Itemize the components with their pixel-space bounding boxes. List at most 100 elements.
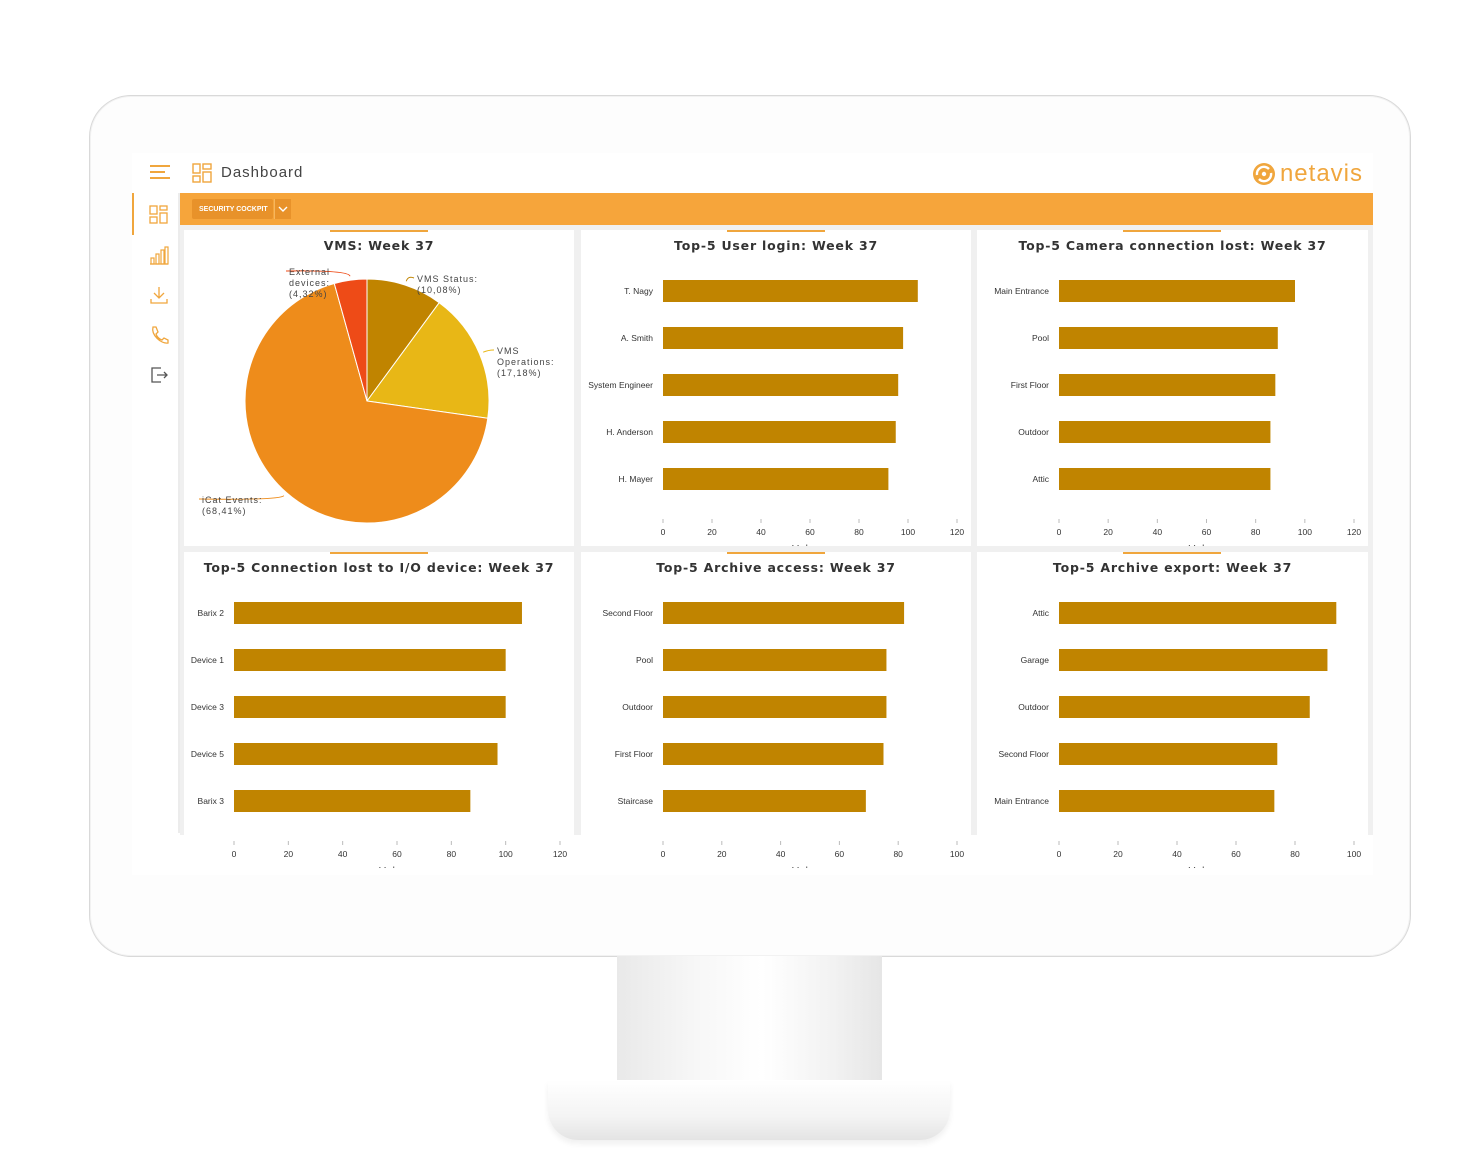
chart-panel-camera-lost: Top-5 Camera connection lost: Week 37 Ma… bbox=[977, 230, 1368, 555]
tick-label: 40 bbox=[776, 849, 786, 859]
bar[interactable] bbox=[1059, 790, 1275, 812]
pie-slice[interactable] bbox=[366, 278, 440, 403]
pie-label: External devices: (4,32%) bbox=[289, 267, 330, 299]
tick-label: 80 bbox=[1290, 849, 1300, 859]
pie-label-line: (17,18%) bbox=[497, 368, 542, 378]
logout-icon[interactable] bbox=[148, 364, 170, 386]
logo-text: netavis bbox=[1279, 160, 1363, 187]
tick-label: 0 bbox=[1057, 527, 1062, 537]
category-label: Garage bbox=[1021, 655, 1050, 665]
chart-panel-archive-export: Top-5 Archive export: Week 37 Attic Garag… bbox=[977, 552, 1368, 877]
panel-accent bbox=[727, 230, 825, 232]
bar[interactable] bbox=[663, 421, 896, 443]
bar[interactable] bbox=[234, 743, 498, 765]
bar[interactable] bbox=[1059, 421, 1271, 443]
dashboard-icon bbox=[192, 163, 212, 183]
pie-connector bbox=[198, 495, 285, 500]
bar[interactable] bbox=[663, 602, 905, 624]
screen: Dashboard netavis bbox=[132, 153, 1373, 877]
chart-panel-io-device: Top-5 Connection lost to I/O device: Wee… bbox=[184, 552, 574, 877]
bar[interactable] bbox=[1059, 280, 1295, 302]
bar[interactable] bbox=[1059, 602, 1337, 624]
pie-label-line: devices: bbox=[289, 278, 330, 288]
pie-label-line: iCat Events: bbox=[202, 495, 263, 505]
bar[interactable] bbox=[663, 327, 904, 349]
pie-label: VMS Operations: (17,18%) bbox=[497, 346, 555, 378]
netavis-logo: netavis bbox=[1252, 160, 1363, 188]
download-icon[interactable] bbox=[148, 284, 170, 306]
tick-label: 0 bbox=[232, 849, 237, 859]
category-label: Device 5 bbox=[191, 749, 224, 759]
bar[interactable] bbox=[1059, 743, 1278, 765]
bar[interactable] bbox=[1059, 327, 1278, 349]
tick-label: 100 bbox=[1298, 527, 1312, 537]
pie-label-line: External bbox=[289, 267, 330, 277]
tick-label: 40 bbox=[756, 527, 766, 537]
tick-label: 80 bbox=[447, 849, 457, 859]
bar[interactable] bbox=[663, 790, 866, 812]
category-label: Pool bbox=[1032, 333, 1049, 343]
bar[interactable] bbox=[663, 374, 899, 396]
chart-panel-archive-access: Top-5 Archive access: Week 37 Second Flo… bbox=[581, 552, 971, 877]
pie-label-line: (4,32%) bbox=[289, 289, 328, 299]
tick-label: 80 bbox=[854, 527, 864, 537]
tick-label: 60 bbox=[1231, 849, 1241, 859]
bar[interactable] bbox=[663, 280, 918, 302]
bar[interactable] bbox=[1059, 468, 1271, 490]
bar[interactable] bbox=[234, 649, 506, 671]
security-cockpit-button[interactable]: SECURITY COCKPIT bbox=[192, 199, 273, 219]
dashboard-icon[interactable] bbox=[148, 204, 170, 226]
tick-label: 60 bbox=[1202, 527, 1212, 537]
bar[interactable] bbox=[234, 602, 522, 624]
bar[interactable] bbox=[663, 743, 884, 765]
bar-chart: T. Nagy A. Smith System Engineer H. Anderso… bbox=[588, 280, 964, 555]
phone-icon[interactable] bbox=[148, 324, 170, 346]
category-label: Main Entrance bbox=[994, 286, 1049, 296]
x-axis-label: Values bbox=[792, 544, 828, 546]
tick-label: 60 bbox=[392, 849, 402, 859]
bar[interactable] bbox=[234, 696, 506, 718]
panel-accent bbox=[330, 552, 428, 554]
tick-label: 20 bbox=[1103, 527, 1113, 537]
tick-label: 0 bbox=[1057, 849, 1062, 859]
category-label: Barix 2 bbox=[198, 608, 225, 618]
sidebar bbox=[132, 193, 180, 833]
bar[interactable] bbox=[1059, 374, 1276, 396]
category-label: Pool bbox=[636, 655, 653, 665]
category-label: Outdoor bbox=[622, 702, 653, 712]
tick-label: 120 bbox=[553, 849, 567, 859]
monitor-base bbox=[548, 1080, 950, 1140]
top-bar: Dashboard netavis bbox=[132, 153, 1373, 193]
category-label: Outdoor bbox=[1018, 702, 1049, 712]
bar[interactable] bbox=[1059, 649, 1328, 671]
pie-connector bbox=[405, 276, 415, 282]
pie-label-line: (68,41%) bbox=[202, 506, 247, 516]
x-axis-label: Values bbox=[792, 866, 828, 868]
bar[interactable] bbox=[1059, 696, 1310, 718]
category-label: Main Entrance bbox=[994, 796, 1049, 806]
tick-label: 60 bbox=[805, 527, 815, 537]
bar[interactable] bbox=[663, 468, 889, 490]
chart-panel-user-login: Top-5 User login: Week 37 T. Nagy A. Smit… bbox=[581, 230, 971, 555]
x-axis-label: Values bbox=[1189, 544, 1225, 546]
cockpit-dropdown-toggle[interactable] bbox=[274, 199, 291, 219]
pie-slice[interactable] bbox=[244, 282, 489, 524]
bar[interactable] bbox=[234, 790, 471, 812]
category-label: Attic bbox=[1032, 608, 1049, 618]
chart-title: Top-5 Archive export: Week 37 bbox=[1052, 560, 1293, 575]
bar[interactable] bbox=[663, 649, 887, 671]
pie-slice[interactable] bbox=[366, 301, 490, 419]
tick-label: 20 bbox=[1113, 849, 1123, 859]
chart-panel-vms: VMS: Week 37 VMS Status: (10,08%) VMS Opera… bbox=[184, 230, 574, 546]
category-label: Second Floor bbox=[602, 608, 653, 618]
pie-slice[interactable] bbox=[333, 278, 368, 402]
category-label: Device 1 bbox=[191, 655, 224, 665]
hamburger-menu-icon[interactable] bbox=[150, 165, 170, 181]
bar[interactable] bbox=[663, 696, 887, 718]
pie-label-line: Operations: bbox=[497, 357, 555, 367]
sidebar-active-indicator bbox=[132, 193, 134, 235]
tick-label: 20 bbox=[284, 849, 294, 859]
tick-label: 100 bbox=[901, 527, 915, 537]
statistics-icon[interactable] bbox=[148, 244, 170, 266]
tick-label: 60 bbox=[835, 849, 845, 859]
